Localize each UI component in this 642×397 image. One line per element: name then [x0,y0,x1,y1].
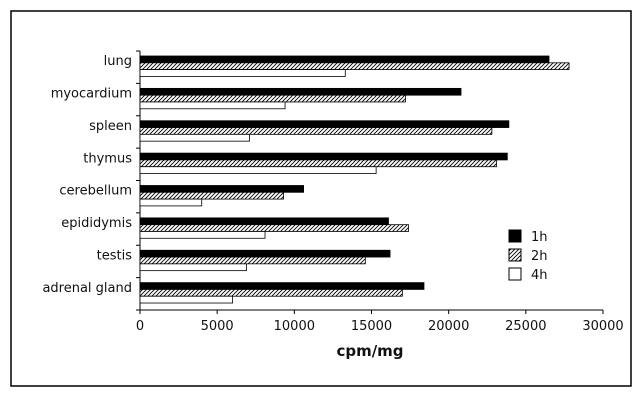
bar-4h [139,295,233,304]
x-tick-labels: 0 5000 10000 15000 20000 25000 30000 [136,310,624,334]
x-axis-label: cpm/mg [336,342,403,360]
bar-4h [139,69,346,77]
bar-2h [139,62,570,70]
bar-4h [139,263,247,272]
category-label: spleen [89,119,132,134]
x-tick-label: 0 [136,319,144,334]
x-tick-label: 10000 [274,319,315,334]
x-tick-label: 5000 [201,319,234,334]
bar-2h [139,289,403,297]
legend-swatch [508,248,522,262]
bar-4h [139,133,250,142]
bar-1h [139,217,389,226]
bar-2h [139,94,406,103]
category-label: epididymis [61,216,132,231]
legend-label: 4h [531,268,548,283]
bar-4h [139,231,266,239]
x-tick-label: 20000 [428,319,469,334]
bar-4h [139,166,377,174]
bar-4h [139,198,203,207]
bar-1h [139,87,462,96]
x-tick-label: 15000 [351,319,392,334]
bar-1h [139,185,304,193]
category-label: thymus [83,151,132,166]
bar-1h [139,120,510,128]
bar-4h [139,101,286,110]
bar-2h [139,127,493,135]
bar-1h [139,282,425,290]
legend-label: 1h [531,230,548,245]
bar-1h [139,249,391,258]
legend-swatch [508,267,522,281]
category-label: testis [97,248,133,263]
bar-1h [139,152,508,161]
bar-2h [139,159,497,168]
category-label: lung [104,54,132,69]
legend-label: 2h [531,249,548,264]
category-label: cerebellum [59,184,132,199]
bar-2h [139,256,366,265]
x-tick-label: 30000 [582,319,623,334]
category-label: adrenal gland [42,281,132,296]
bar-2h [139,191,284,200]
legend: 1h 2h 4h [508,229,548,283]
bars-group [139,55,570,304]
legend-swatch [508,229,522,243]
category-labels: lung myocardium spleen thymus cerebellum epid… [42,54,132,296]
bar-1h [139,55,550,64]
bar-2h [139,224,409,232]
category-label: myocardium [51,87,132,102]
x-tick-label: 25000 [505,319,546,334]
